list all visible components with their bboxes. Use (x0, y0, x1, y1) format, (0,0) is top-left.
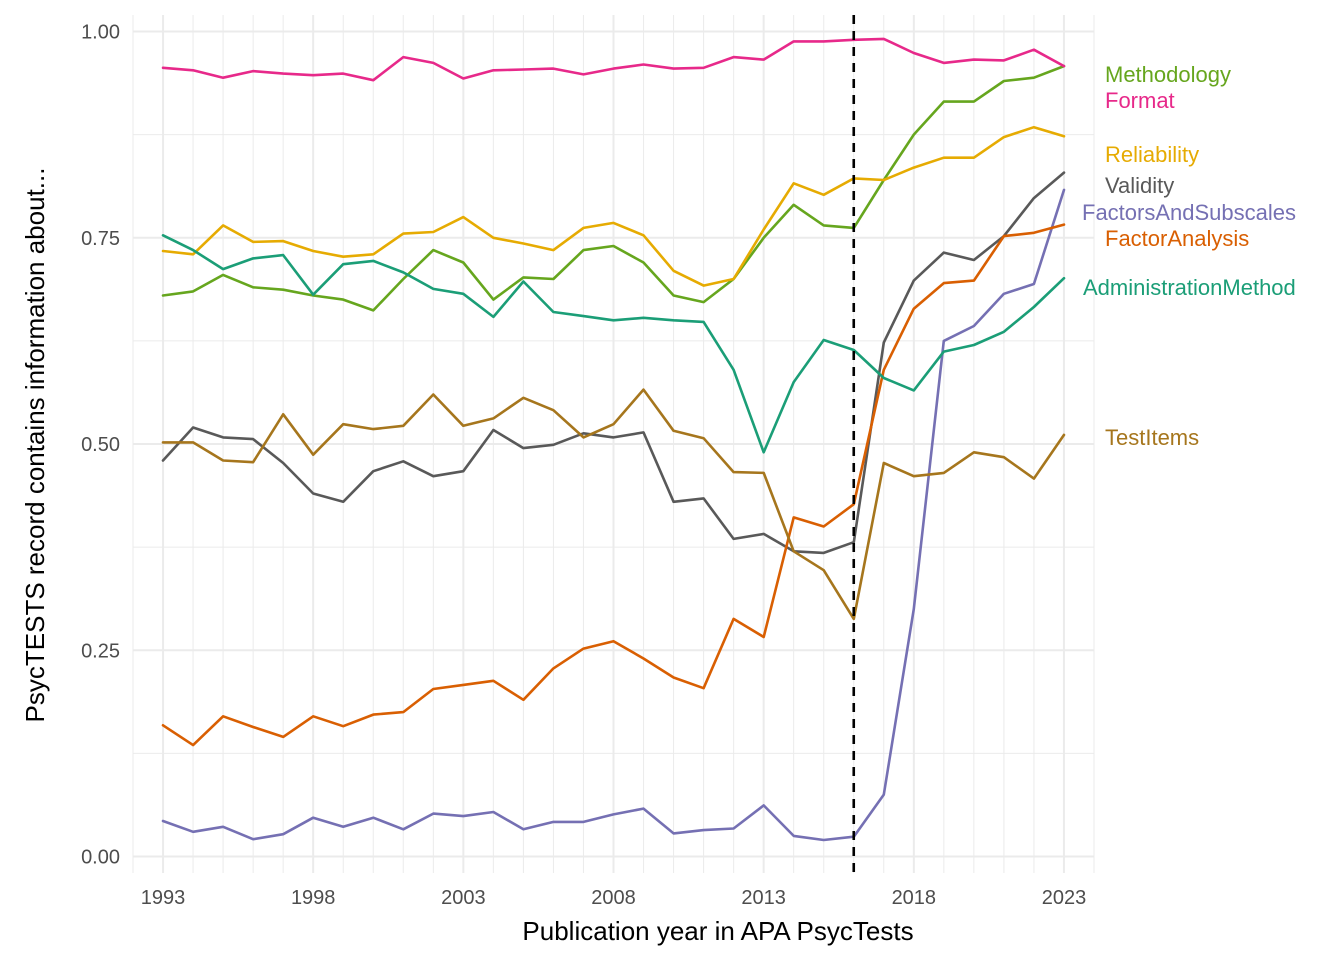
x-tick-label: 2013 (741, 887, 786, 909)
series-label-reliability: Reliability (1105, 142, 1199, 167)
x-tick-label: 2023 (1042, 887, 1087, 909)
y-tick-label: 0.75 (81, 228, 120, 250)
series-label-methodology: Methodology (1105, 62, 1231, 87)
y-tick-label: 1.00 (81, 22, 120, 44)
y-tick-label: 0.25 (81, 640, 120, 662)
series-line-factoranalysis (161, 223, 1066, 747)
series-label-factorsandsubscales: FactorsAndSubscales (1082, 200, 1296, 225)
series-line-format (161, 37, 1066, 82)
series-line-testitems (161, 388, 1066, 621)
series-label-testitems: TestItems (1105, 425, 1199, 450)
series-label-validity: Validity (1105, 173, 1174, 198)
series-line-reliability (161, 125, 1066, 287)
series-label-factoranalysis: FactorAnalysis (1105, 226, 1249, 251)
series-label-administrationmethod: AdministrationMethod (1083, 275, 1296, 300)
x-tick-label: 2018 (892, 887, 937, 909)
series-line-factorsandsubscales (161, 188, 1066, 842)
y-tick-label: 0.50 (81, 434, 120, 456)
x-tick-label: 1998 (291, 887, 336, 909)
major-gridlines (133, 15, 1094, 873)
y-axis-title: PsycTESTS record contains information ab… (20, 168, 50, 723)
x-tick-label: 2008 (591, 887, 636, 909)
x-tick-label: 1993 (141, 887, 186, 909)
series-label-format: Format (1105, 88, 1175, 113)
series-line-administrationmethod (161, 234, 1066, 454)
series-line-validity (161, 171, 1066, 555)
x-axis-title: Publication year in APA PsycTests (522, 916, 913, 946)
y-tick-label: 0.00 (81, 847, 120, 869)
y-axis-tick-labels: 0.00 0.25 0.50 0.75 1.00 (81, 22, 120, 869)
x-tick-label: 2003 (441, 887, 486, 909)
x-axis-tick-labels: 1993 1998 2003 2008 2013 2018 2023 (141, 887, 1086, 909)
series-lines (161, 37, 1066, 842)
series-labels: MethodologyFormatReliabilityValidityFact… (1082, 62, 1296, 450)
